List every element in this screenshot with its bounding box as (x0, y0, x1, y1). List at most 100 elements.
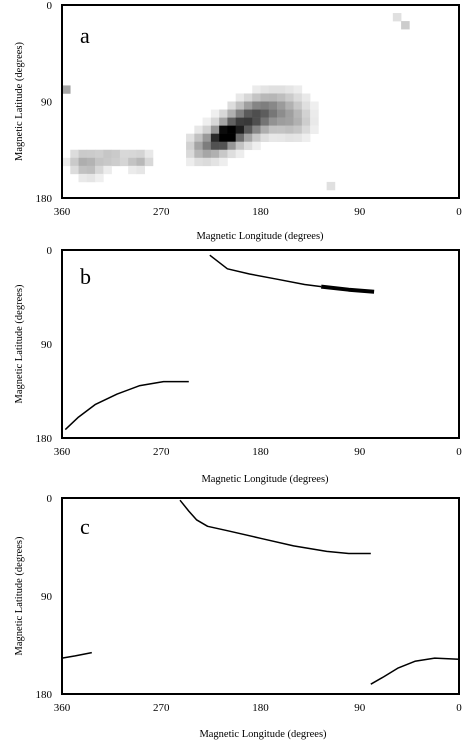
heatmap-cell (86, 149, 96, 159)
panel-a: a 360 270 180 90 0 0 90 180 Magnetic Longitude … (14, 0, 462, 242)
heatmap-cell (111, 157, 121, 167)
heatmap-cell (252, 133, 261, 143)
heatmap-cell (227, 117, 236, 126)
heatmap-cell (285, 133, 294, 143)
heatmap-cell (252, 85, 261, 94)
heatmap-cell (194, 133, 203, 143)
heatmap-cell (243, 93, 253, 102)
heatmap-cell (227, 149, 236, 159)
heatmap-cell (285, 93, 294, 102)
series-lines (64, 254, 375, 431)
heatmap-cell (277, 117, 286, 126)
panel-letter: a (80, 23, 90, 48)
heatmap-cell (277, 125, 286, 134)
heatmap-cell (219, 117, 228, 126)
heatmap-cell (128, 149, 137, 159)
series-line (370, 657, 460, 685)
heatmap-cell (210, 133, 220, 143)
x-tick-label: 270 (153, 446, 170, 458)
x-tick-label: 270 (153, 206, 170, 218)
panel-b: b 360 270 180 90 0 0 90 180 Magnetic Longitude … (14, 245, 462, 485)
heatmap-cell (95, 165, 104, 175)
heatmap-cell (252, 109, 261, 118)
heatmap-cell (285, 125, 294, 134)
heatmap-cell (95, 173, 104, 183)
heatmap-cell (401, 21, 410, 30)
x-tick-label: 270 (153, 702, 170, 714)
heatmap-cell (310, 109, 319, 118)
heatmap-cell (268, 109, 278, 118)
heatmap-cell (210, 157, 220, 167)
heatmap-cell (70, 149, 79, 159)
heatmap-cell (243, 101, 253, 110)
heatmap-cell (70, 157, 79, 167)
heatmap-cell (78, 165, 88, 175)
heatmap-cell (235, 133, 245, 143)
heatmap-cell (235, 101, 245, 110)
heatmap-cell (186, 133, 195, 143)
heatmap-cell (210, 141, 220, 151)
heatmap-cell (243, 117, 253, 126)
heatmap-cell (194, 125, 203, 134)
plot-frame (61, 497, 460, 695)
heatmap-cell (310, 101, 319, 110)
heatmap-cell (136, 149, 146, 159)
heatmap-cell (260, 117, 270, 126)
x-tick-label: 180 (252, 702, 269, 714)
series-line (320, 284, 375, 294)
heatmap-cell (111, 149, 121, 159)
heatmap-cell (136, 165, 146, 175)
heatmap-cell (119, 157, 129, 167)
heatmap-cell (227, 125, 236, 134)
heatmap-cells (62, 13, 410, 191)
heatmap-cell (301, 117, 311, 126)
heatmap-cell (210, 125, 220, 134)
heatmap-cell (285, 85, 294, 94)
heatmap-cell (62, 85, 71, 94)
series-line (209, 254, 322, 288)
heatmap-cell (260, 85, 270, 94)
heatmap-cell (301, 101, 311, 110)
y-tick-label: 0 (47, 245, 53, 257)
heatmap-cell (95, 149, 104, 159)
heatmap-cell (260, 125, 270, 134)
heatmap-cell (194, 141, 203, 151)
heatmap-cell (103, 149, 112, 159)
heatmap-cell (86, 173, 96, 183)
x-axis-label: Magnetic Longitude (degrees) (199, 729, 327, 740)
heatmap-cell (268, 117, 278, 126)
heatmap-cell (260, 133, 270, 143)
heatmap-cell (210, 149, 220, 159)
series-line (179, 499, 371, 555)
heatmap-cell (293, 133, 303, 143)
heatmap-cell (128, 165, 137, 175)
x-tick-label: 180 (252, 206, 269, 218)
heatmap-cell (252, 101, 261, 110)
heatmap-cell (260, 101, 270, 110)
heatmap-cell (392, 13, 402, 22)
heatmap-cell (235, 93, 245, 102)
y-tick-label: 180 (36, 433, 53, 445)
heatmap-cell (136, 157, 146, 167)
heatmap-cell (103, 157, 112, 167)
heatmap-cell (310, 125, 319, 134)
heatmap-cell (277, 93, 286, 102)
heatmap-cell (235, 149, 245, 159)
panel-letter: b (80, 264, 91, 289)
heatmap-cell (235, 117, 245, 126)
y-axis-label: Magnetic Latitude (degrees) (14, 42, 25, 161)
heatmap-cell (78, 173, 88, 183)
heatmap-cell (144, 149, 154, 159)
heatmap-cell (252, 125, 261, 134)
heatmap-cell (252, 141, 261, 151)
heatmap-cell (235, 109, 245, 118)
heatmap-cell (301, 109, 311, 118)
heatmap-cell (301, 125, 311, 134)
heatmap-cell (70, 165, 79, 175)
heatmap-cell (202, 125, 212, 134)
heatmap-cell (103, 165, 112, 175)
y-axis-label: Magnetic Latitude (degrees) (14, 284, 25, 403)
heatmap-cell (268, 93, 278, 102)
panel-c: c 360 270 180 90 0 0 90 180 Magnetic Longitude … (14, 493, 462, 740)
x-tick-label: 360 (54, 702, 71, 714)
